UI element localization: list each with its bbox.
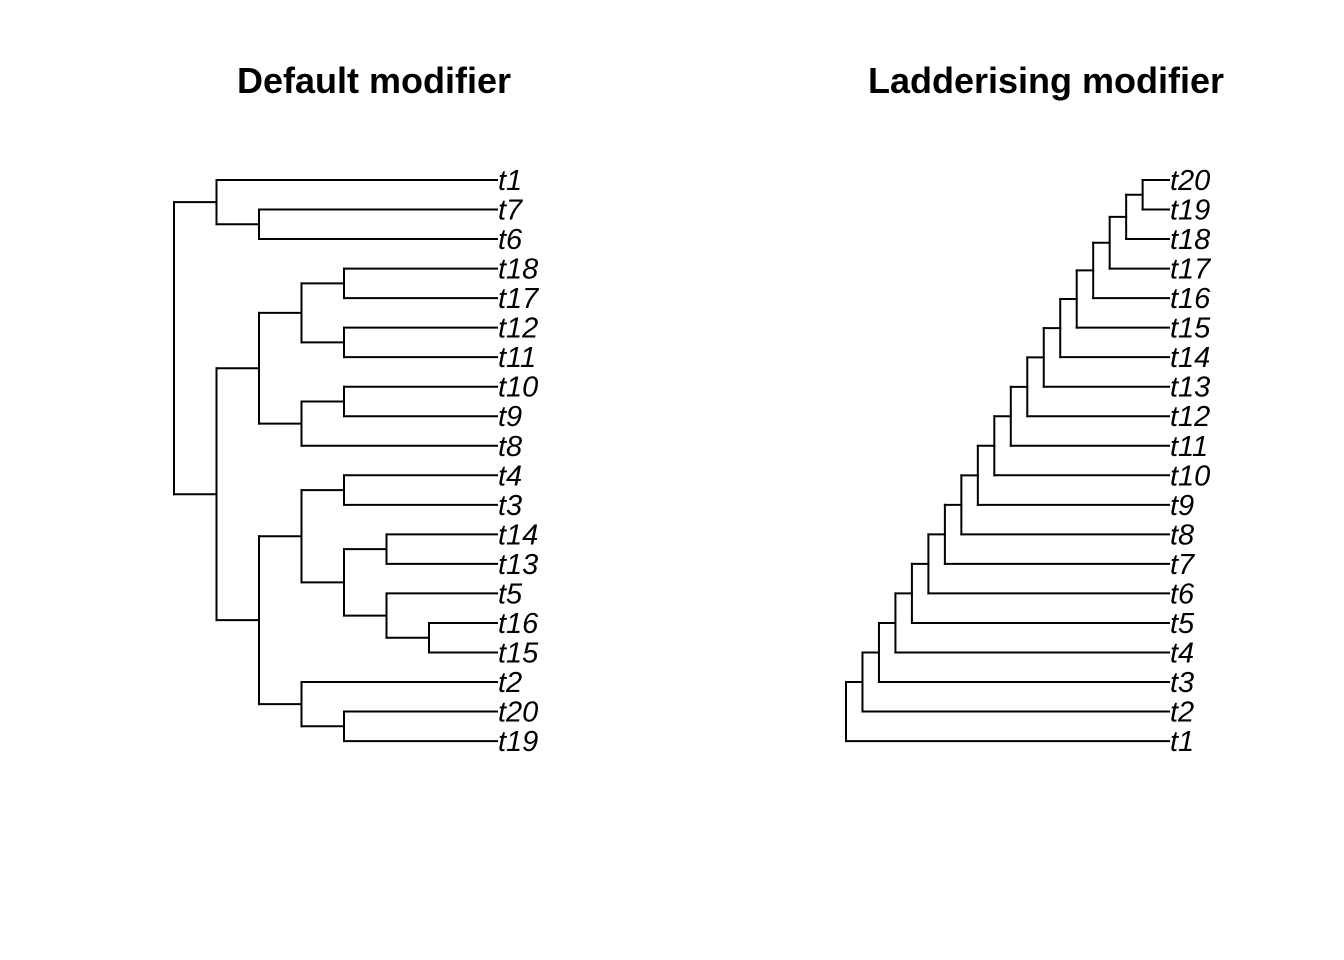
tip-label-t14: t14 [1170,342,1210,374]
tip-label-t19: t19 [1170,195,1210,227]
tip-label-t9: t9 [498,401,522,433]
tip-label-t15: t15 [1170,313,1211,345]
tip-label-t11: t11 [1170,431,1208,463]
tip-label-t5: t5 [498,578,523,610]
tip-label-t4: t4 [498,460,522,492]
tip-label-t17: t17 [1170,254,1212,286]
tip-label-t18: t18 [498,254,538,286]
tip-label-t6: t6 [498,224,523,256]
tip-label-t16: t16 [1170,283,1211,315]
tip-label-t12: t12 [1170,401,1210,433]
default-modifier-panel: Default modifier t1t7t6t18t17t12t11t10t9… [173,60,540,758]
tip-label-t8: t8 [1170,519,1194,551]
tip-label-t10: t10 [498,372,538,404]
tip-label-t3: t3 [498,490,522,522]
tip-label-t10: t10 [1170,460,1210,492]
tip-label-t1: t1 [1170,726,1194,758]
panel-title-default: Default modifier [237,60,511,101]
tip-label-t15: t15 [498,637,539,669]
tip-label-t1: t1 [498,165,522,197]
tip-label-t2: t2 [498,667,522,699]
tip-label-t12: t12 [498,313,538,345]
tip-label-t8: t8 [498,431,522,463]
tip-label-t13: t13 [498,549,538,581]
tip-label-t6: t6 [1170,578,1195,610]
tip-label-t14: t14 [498,519,538,551]
tip-label-t20: t20 [498,697,538,729]
tip-label-t3: t3 [1170,667,1194,699]
tip-label-t5: t5 [1170,608,1195,640]
panel-title-ladderising: Ladderising modifier [868,60,1224,101]
tip-label-t18: t18 [1170,224,1210,256]
tip-label-t11: t11 [498,342,536,374]
ladderising-modifier-panel: Ladderising modifier t20t19t18t17t16t15t… [845,60,1224,758]
tip-label-t9: t9 [1170,490,1194,522]
tip-label-t13: t13 [1170,372,1210,404]
tip-label-t7: t7 [498,195,524,227]
tip-label-t20: t20 [1170,165,1210,197]
tip-label-t7: t7 [1170,549,1196,581]
tip-label-t16: t16 [498,608,539,640]
tip-label-t19: t19 [498,726,538,758]
tip-label-t4: t4 [1170,637,1194,669]
tip-label-t17: t17 [498,283,540,315]
tip-label-t2: t2 [1170,697,1194,729]
